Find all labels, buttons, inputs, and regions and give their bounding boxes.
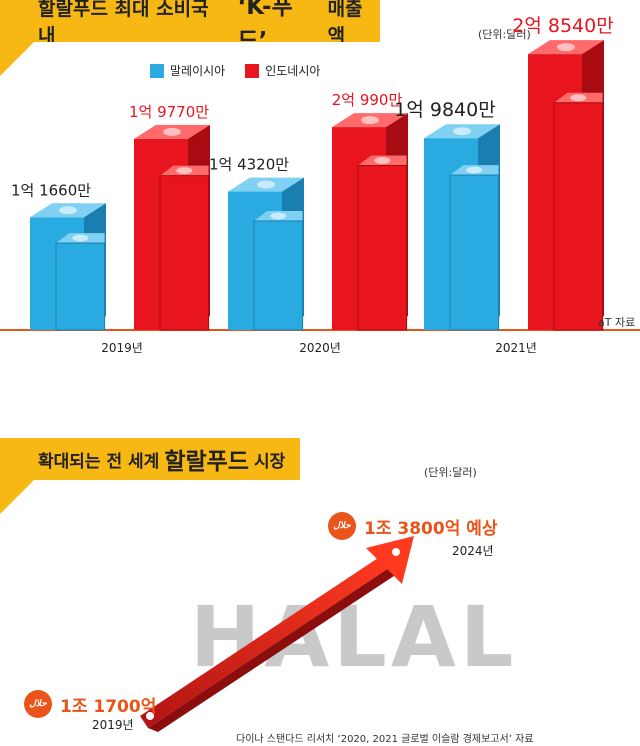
data-label-2021년-인도네시아: 2억 8540만	[512, 15, 613, 37]
bar-front-dot	[374, 157, 391, 165]
bar-front-2020년-말레이시아	[253, 220, 304, 331]
x-tick-label: 2019년	[101, 341, 143, 355]
halal-value-2019: 1조 1700억	[60, 697, 157, 717]
chart2-title-part2: 할랄푸드	[164, 449, 249, 475]
chart1-title-part3: 매출액	[327, 0, 363, 47]
bar-top-dot	[361, 116, 379, 125]
point-2024	[392, 548, 400, 556]
chart1-title-part1: 할랄푸드 최대 소비국 내	[38, 0, 209, 47]
data-label-2020년-인도네시아: 2억 990만	[332, 91, 403, 109]
chart1-plot: 1억 1660만 1억 9770만 2019년 1억 4320만 2억 990만 2020…	[0, 15, 640, 355]
bar-front-dot	[270, 212, 287, 220]
legend-label-indonesia: 인도네시아	[265, 64, 321, 78]
halal-value-2024: 1조 3800억 예상	[364, 519, 498, 539]
data-label-2019년-인도네시아: 1억 9770만	[129, 103, 209, 121]
bar-front-2019년-인도네시아	[159, 175, 210, 331]
point-2019	[146, 712, 154, 720]
bar-front-2019년-말레이시아	[55, 242, 106, 331]
chart1-source: aT 자료	[598, 316, 636, 329]
chart1-title: 할랄푸드 최대 소비국 내 ‘K-푸드’ 매출액	[0, 0, 380, 54]
halal-icon: حلال	[328, 512, 356, 540]
legend-item-malaysia: 말레이시아	[150, 62, 225, 79]
chart1-legend: 말레이시아 인도네시아	[150, 62, 320, 79]
bar-top-dot	[453, 127, 471, 136]
data-label-2019년-말레이시아: 1억 1660만	[11, 181, 91, 199]
bar-front-dot	[176, 167, 193, 175]
chart2-source: 다이나 스탠다드 리서치 ‘2020, 2021 글로벌 이슬람 경제보고서’ …	[236, 734, 534, 745]
halal-year-2019: 2019년	[92, 718, 134, 732]
x-tick-label: 2021년	[495, 341, 537, 355]
growth-arrow-head	[366, 536, 414, 584]
bar-front-dot	[466, 166, 483, 174]
chart2-title: 확대되는 전 세계 할랄푸드 시장	[0, 438, 300, 480]
growth-arrow-shaft	[140, 554, 392, 728]
bar-front-2021년-말레이시아	[449, 174, 500, 331]
halal-year-2024: 2024년	[452, 544, 494, 558]
bar-front-dot	[570, 94, 587, 102]
growth-arrow-side	[148, 566, 400, 732]
chart2-unit: (단위:달러)	[424, 466, 477, 479]
data-label-2021년-말레이시아: 1억 9840만	[394, 99, 495, 121]
legend-item-indonesia: 인도네시아	[245, 62, 320, 79]
chart2-title-tail	[0, 480, 34, 514]
bar-front-dot	[72, 234, 89, 242]
x-tick-label: 2020년	[299, 341, 341, 355]
bar-top-dot	[59, 206, 77, 215]
legend-swatch-malaysia	[150, 63, 164, 78]
chart1-title-tail	[0, 42, 34, 76]
legend-label-malaysia: 말레이시아	[170, 64, 226, 78]
bar-top-dot	[257, 180, 275, 189]
chart1-unit: (단위:달러)	[478, 28, 531, 41]
bar-front-2020년-인도네시아	[357, 165, 408, 331]
legend-swatch-indonesia	[245, 63, 260, 78]
chart2-title-part3: 시장	[253, 451, 286, 472]
bar-top-dot	[163, 127, 181, 136]
halal-icon: حلال	[24, 690, 52, 718]
bar-top-dot	[557, 43, 575, 52]
bar-front-2021년-인도네시아	[553, 102, 604, 331]
data-label-2020년-말레이시아: 1억 4320만	[209, 156, 289, 174]
chart2-title-part1: 확대되는 전 세계	[38, 451, 160, 472]
